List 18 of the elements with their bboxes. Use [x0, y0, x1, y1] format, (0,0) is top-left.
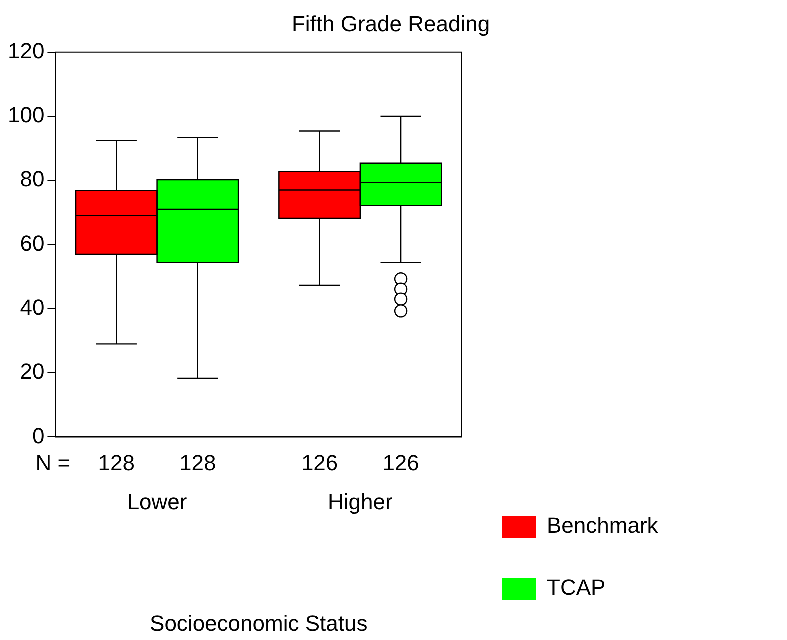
y-tick-label: 100: [8, 102, 45, 128]
x-tick-label: Lower: [127, 489, 188, 514]
text: 126: [301, 450, 338, 476]
x-tick-label: Higher: [328, 489, 393, 514]
y-tick-label: 60: [20, 230, 45, 256]
text: 128: [98, 450, 136, 476]
y-tick-label: 40: [20, 294, 45, 320]
text: N =: [36, 450, 71, 476]
text: 128: [180, 450, 216, 476]
legend-label: Benchmark: [547, 513, 660, 538]
y-tick-label: 80: [20, 166, 45, 192]
legend-label: TCAP: [547, 575, 606, 600]
y-tick-label: 20: [20, 359, 45, 384]
x-axis-title: Socioeconomic Status: [150, 610, 368, 636]
y-tick-label: 120: [8, 38, 45, 64]
text: 126: [382, 450, 420, 476]
chart-title: Fifth Grade Reading: [292, 11, 490, 36]
y-tick-label: 0: [32, 423, 45, 448]
